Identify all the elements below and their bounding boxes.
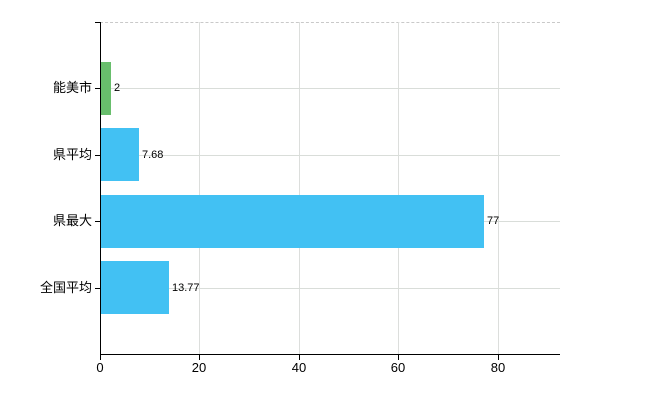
- plot-area: [100, 22, 560, 355]
- x-tick-label: 0: [96, 360, 104, 375]
- bar-value-label: 13.77: [172, 282, 200, 294]
- category-label: 全国平均: [39, 280, 92, 295]
- vertical-gridline: [199, 22, 200, 354]
- vertical-gridline: [498, 22, 499, 354]
- x-axis-tick: [498, 355, 499, 360]
- x-tick-label: 40: [291, 360, 307, 375]
- bar: [101, 195, 484, 248]
- x-tick-label: 20: [191, 360, 207, 375]
- vertical-gridline: [299, 22, 300, 354]
- x-axis-tick: [199, 355, 200, 360]
- horizontal-gridline: [100, 88, 560, 89]
- horizontal-gridline: [100, 155, 560, 156]
- y-axis-tick: [95, 155, 100, 156]
- category-label: 県平均: [52, 147, 92, 162]
- horizontal-gridline: [100, 288, 560, 289]
- x-tick-label: 80: [490, 360, 506, 375]
- bar-value-label: 77: [487, 215, 500, 227]
- y-axis-tick: [95, 88, 100, 89]
- bar: [101, 128, 139, 181]
- bar: [101, 261, 169, 314]
- x-axis-tick: [299, 355, 300, 360]
- x-tick-label: 60: [390, 360, 406, 375]
- x-axis-tick: [100, 355, 101, 360]
- vertical-gridline: [398, 22, 399, 354]
- category-label: 県最大: [52, 213, 92, 228]
- bar-value-label: 7.68: [142, 149, 164, 161]
- x-axis-tick: [398, 355, 399, 360]
- x-axis-line: [100, 354, 560, 355]
- category-label: 能美市: [52, 80, 92, 95]
- y-axis-tick: [95, 221, 100, 222]
- y-axis-tick: [95, 288, 100, 289]
- bar-value-label: 2: [114, 82, 121, 94]
- y-axis-line: [100, 22, 101, 354]
- y-axis-tick: [95, 22, 100, 23]
- bar: [101, 62, 111, 115]
